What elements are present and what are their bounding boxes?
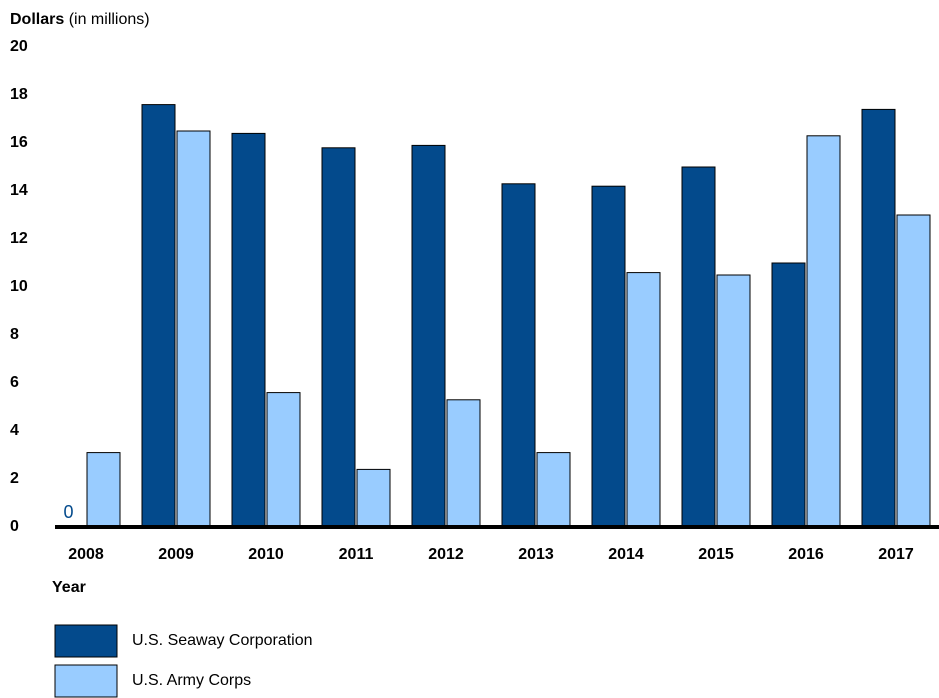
x-tick-label: 2014: [608, 546, 644, 563]
bar: [231, 132, 266, 528]
y-tick-label: 16: [10, 134, 28, 151]
bar: [681, 166, 716, 528]
y-tick-label: 14: [10, 182, 28, 199]
y-axis-title: Dollars (in millions): [10, 11, 150, 28]
y-axis-label: Dollars: [10, 11, 64, 28]
data-label: 0: [63, 502, 73, 522]
legend-swatch: [54, 624, 118, 658]
bar: [896, 214, 931, 528]
bar: [266, 392, 301, 528]
y-tick-label: 4: [10, 422, 19, 439]
bar: [86, 452, 121, 528]
bar: [356, 468, 391, 528]
bar: [411, 144, 446, 528]
y-tick-label: 8: [10, 326, 19, 343]
x-tick-label: 2016: [788, 546, 824, 563]
y-tick-label: 20: [10, 38, 28, 55]
x-tick-label: 2009: [158, 546, 194, 563]
bar: [716, 274, 751, 528]
x-tick-label: 2008: [68, 546, 104, 563]
x-tick-label: 2015: [698, 546, 734, 563]
x-tick-label: 2012: [428, 546, 464, 563]
bar: [501, 183, 536, 528]
x-tick-label: 2013: [518, 546, 554, 563]
legend-label: U.S. Army Corps: [132, 672, 251, 689]
y-tick-label: 18: [10, 86, 28, 103]
bar: [861, 108, 896, 528]
y-axis-unit: (in millions): [69, 11, 150, 28]
legend-swatch: [54, 664, 118, 698]
x-tick-label: 2011: [339, 546, 374, 563]
y-tick-label: 12: [10, 230, 28, 247]
bar: [591, 185, 626, 528]
y-tick-label: 6: [10, 374, 19, 391]
bar: [806, 135, 841, 528]
y-tick-label: 10: [10, 278, 28, 295]
bar: [141, 104, 176, 528]
x-axis-title: Year: [52, 579, 86, 596]
bar: [771, 262, 806, 528]
bar: [176, 130, 211, 528]
legend-label: U.S. Seaway Corporation: [132, 632, 313, 649]
x-tick-label: 2017: [878, 546, 914, 563]
bar: [446, 399, 481, 528]
y-tick-label: 2: [10, 470, 19, 487]
x-tick-label: 2010: [248, 546, 284, 563]
bar: [626, 272, 661, 528]
y-tick-label: 0: [10, 518, 19, 535]
bar: [321, 147, 356, 528]
bar: [536, 452, 571, 528]
